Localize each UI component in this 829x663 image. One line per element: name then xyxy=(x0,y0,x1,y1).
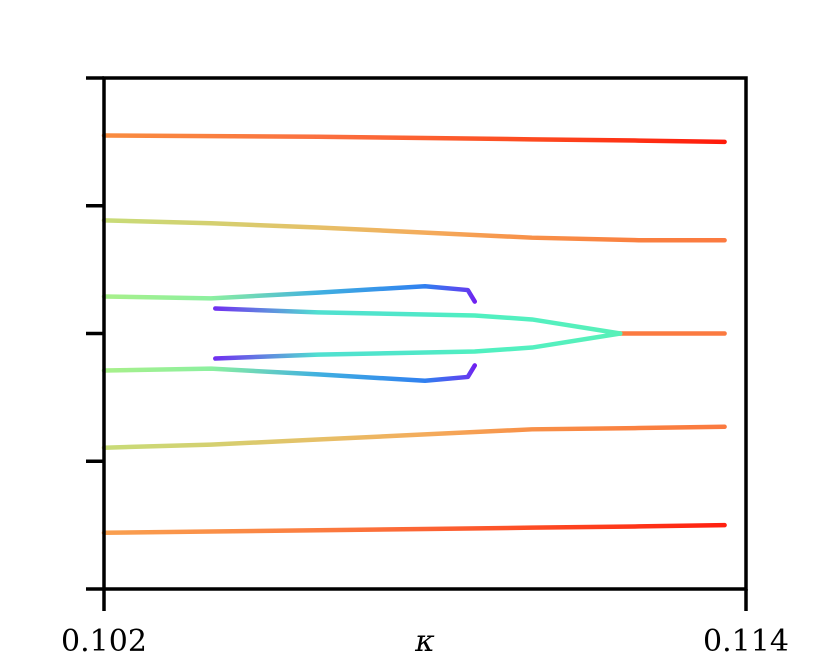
series-line xyxy=(213,331,623,361)
series-line xyxy=(101,363,478,384)
series-line xyxy=(213,306,623,336)
series-line xyxy=(101,218,727,243)
series-line xyxy=(101,522,727,536)
series-line xyxy=(101,424,727,450)
x-tick-label: 0.114 xyxy=(703,624,789,659)
series-line xyxy=(101,133,727,145)
x-axis-label: κ xyxy=(414,624,435,659)
x-tick-label: 0.102 xyxy=(61,624,147,659)
series-line xyxy=(101,283,478,304)
